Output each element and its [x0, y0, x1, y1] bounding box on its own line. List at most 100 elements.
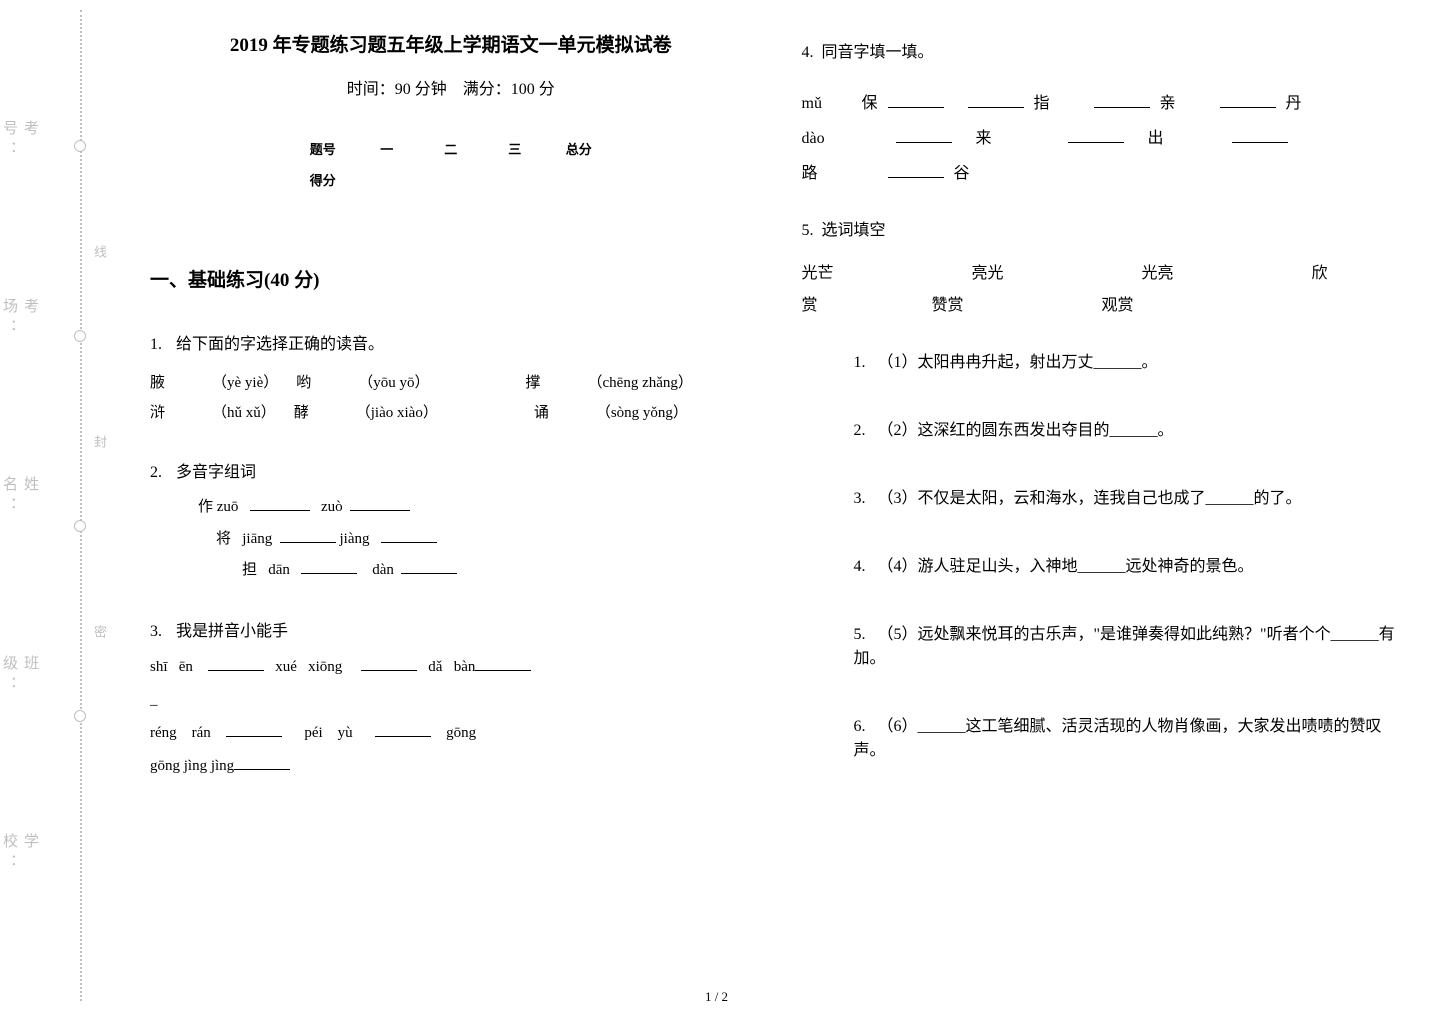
- q1-row-1: 浒 （hǔ xǔ） 酵 （jiào xiào） 诵 （sòng yǒng）: [150, 398, 752, 428]
- q5-sn: 4.: [854, 558, 878, 576]
- q2-py: zuò: [321, 499, 343, 515]
- score-h-0: 题号: [291, 133, 355, 164]
- q5-word: 欣: [1312, 258, 1328, 290]
- q5-word: 赏: [802, 290, 932, 322]
- q2-num: 2.: [150, 464, 172, 482]
- blank: [375, 722, 431, 737]
- q4-w: 谷: [954, 156, 970, 191]
- q5-sub-6: 6.（6）______这工笔细腻、活灵活现的人物肖像画，大家发出啧啧的赞叹声。: [854, 712, 1404, 760]
- q5-wordbank: 光芒 亮光 光亮 欣 赏 赞赏 观赏: [802, 258, 1404, 322]
- q1-c: 哟: [296, 368, 340, 398]
- q5-word: 亮光: [972, 258, 1142, 290]
- q1-row-0: 腋 （yè yiè） 哟 （yōu yō） 撑 （chēng zhǎng）: [150, 368, 752, 398]
- q4-w: 丹: [1286, 86, 1302, 121]
- blank: [1068, 127, 1124, 143]
- q2-lines: 作 zuō zuò 将 jiāng jiàng: [150, 492, 752, 587]
- q4-w: 指: [1034, 86, 1050, 121]
- blank: [381, 528, 437, 543]
- page-number: 1 / 2: [705, 989, 728, 1005]
- q5-sub-5: 5.（5）远处飘来悦耳的古乐声，"是谁弹奏得如此纯熟？"听者个个______有加…: [854, 620, 1404, 668]
- time-label: 时间：: [347, 81, 395, 98]
- binding-strip: 考号： 考场： 姓名： 班级： 学校： 线 封 密: [0, 0, 130, 1011]
- score-header-row: 题号 一 二 三 总分: [291, 133, 611, 164]
- q5-text: 选词填空: [822, 222, 886, 239]
- left-column: 2019 年专题练习题五年级上学期语文一单元模拟试卷 时间：90 分钟 满分：1…: [150, 20, 752, 981]
- q4-py: dào: [802, 121, 852, 156]
- field-name: 姓名：: [0, 476, 41, 534]
- vertical-field-labels: 考号： 考场： 姓名： 班级： 学校：: [0, 0, 40, 1011]
- q1-num: 1.: [150, 336, 172, 354]
- blank: [250, 496, 310, 511]
- perf-circle: [74, 330, 86, 342]
- q3-py: yù: [338, 725, 353, 741]
- q5-sub-2: 2.（2）这深红的圆东西发出夺目的______。: [854, 416, 1404, 440]
- question-list-left: 1. 给下面的字选择正确的读音。 腋 （yè yiè） 哟 （yōu yō） 撑…: [150, 330, 752, 783]
- score-h-2: 二: [419, 133, 483, 164]
- score-value-row: 得分: [291, 164, 611, 195]
- q5-sn: 1.: [854, 354, 878, 372]
- perf-circle: [74, 710, 86, 722]
- q4-row-2: 路 谷: [802, 156, 1404, 191]
- score-v-1: [355, 164, 419, 195]
- q2-py: dān: [268, 562, 290, 578]
- q2-line-2: 担 dān dàn: [198, 555, 752, 587]
- q2-line-1: 将 jiāng jiàng: [198, 524, 752, 556]
- blank: [1232, 127, 1288, 143]
- q1-c: （sòng yǒng）: [596, 398, 688, 428]
- exam-subtitle: 时间：90 分钟 满分：100 分: [150, 75, 752, 99]
- blank: [888, 162, 944, 178]
- q3-py: dǎ: [428, 659, 442, 675]
- q4-w: 出: [1148, 121, 1164, 156]
- page-body: 2019 年专题练习题五年级上学期语文一单元模拟试卷 时间：90 分钟 满分：1…: [150, 20, 1403, 981]
- q1-gap: [456, 398, 516, 428]
- q1-table: 腋 （yè yiè） 哟 （yōu yō） 撑 （chēng zhǎng） 浒 …: [150, 368, 752, 428]
- q5-sub-4: 4.（4）游人驻足山头，入神地______远处神奇的景色。: [854, 552, 1404, 576]
- q5-sn: 5.: [854, 626, 878, 644]
- section-1-heading: 一、基础练习(40 分): [150, 265, 752, 292]
- blank: [475, 656, 531, 671]
- field-examno: 考号：: [0, 120, 41, 178]
- perf-tag-xian: 线: [90, 245, 109, 258]
- q1-c: 腋: [150, 368, 194, 398]
- q3-py: bàn: [454, 659, 476, 675]
- time-value: 90 分钟: [395, 81, 447, 98]
- q2-py: jiàng: [340, 531, 370, 547]
- blank: [226, 722, 282, 737]
- q5-st: （6）______这工笔细腻、活灵活现的人物肖像画，大家发出啧啧的赞叹声。: [854, 718, 1382, 759]
- q4-w: 来: [976, 121, 992, 156]
- q5-sub-3: 3.（3）不仅是太阳，云和海水，连我自己也成了______的了。: [854, 484, 1404, 508]
- q4-row-0: mǔ 保 指 亲 丹: [802, 86, 1404, 121]
- q5-sn: 2.: [854, 422, 878, 440]
- q1-c: （hǔ xǔ）: [212, 398, 276, 428]
- q3-line-2: réng rán péi yù gōng gōng jìng jìng: [150, 717, 752, 783]
- score-v-2: [419, 164, 483, 195]
- q2-ch: 担: [242, 562, 257, 578]
- q4-w: 路: [802, 156, 852, 191]
- question-3: 3. 我是拼音小能手 shī ēn xué xiōng dǎ bàn _ rén…: [150, 617, 752, 783]
- q2-ch: 作: [198, 499, 213, 515]
- q3-num: 3.: [150, 623, 172, 641]
- q1-c: （yōu yō）: [358, 368, 429, 398]
- field-class: 班级：: [0, 655, 41, 713]
- q5-num: 5.: [802, 222, 814, 239]
- q5-st: （1）太阳冉冉升起，射出万丈______。: [878, 354, 1158, 371]
- q3-py: shī: [150, 659, 168, 675]
- q5-sn: 3.: [854, 490, 878, 508]
- full-value: 100 分: [511, 81, 555, 98]
- perf-tag-mi: 密: [90, 625, 109, 638]
- question-5: 5. 选词填空: [802, 216, 1404, 240]
- blank: [1220, 92, 1276, 108]
- q3-py: ēn: [179, 659, 193, 675]
- q2-ch: 将: [216, 531, 231, 547]
- q5-sn: 6.: [854, 718, 878, 736]
- q1-gap: [448, 368, 508, 398]
- q5-st: （2）这深红的圆东西发出夺目的______。: [878, 422, 1174, 439]
- score-h-3: 三: [483, 133, 547, 164]
- q5-st: （5）远处飘来悦耳的古乐声，"是谁弹奏得如此纯熟？"听者个个______有加。: [854, 626, 1395, 667]
- q4-py: mǔ: [802, 86, 852, 121]
- field-school: 学校：: [0, 833, 41, 891]
- q4-w: 亲: [1160, 86, 1176, 121]
- score-v-label: 得分: [291, 164, 355, 195]
- q1-c: （chēng zhǎng）: [588, 368, 693, 398]
- question-1: 1. 给下面的字选择正确的读音。 腋 （yè yiè） 哟 （yōu yō） 撑…: [150, 330, 752, 428]
